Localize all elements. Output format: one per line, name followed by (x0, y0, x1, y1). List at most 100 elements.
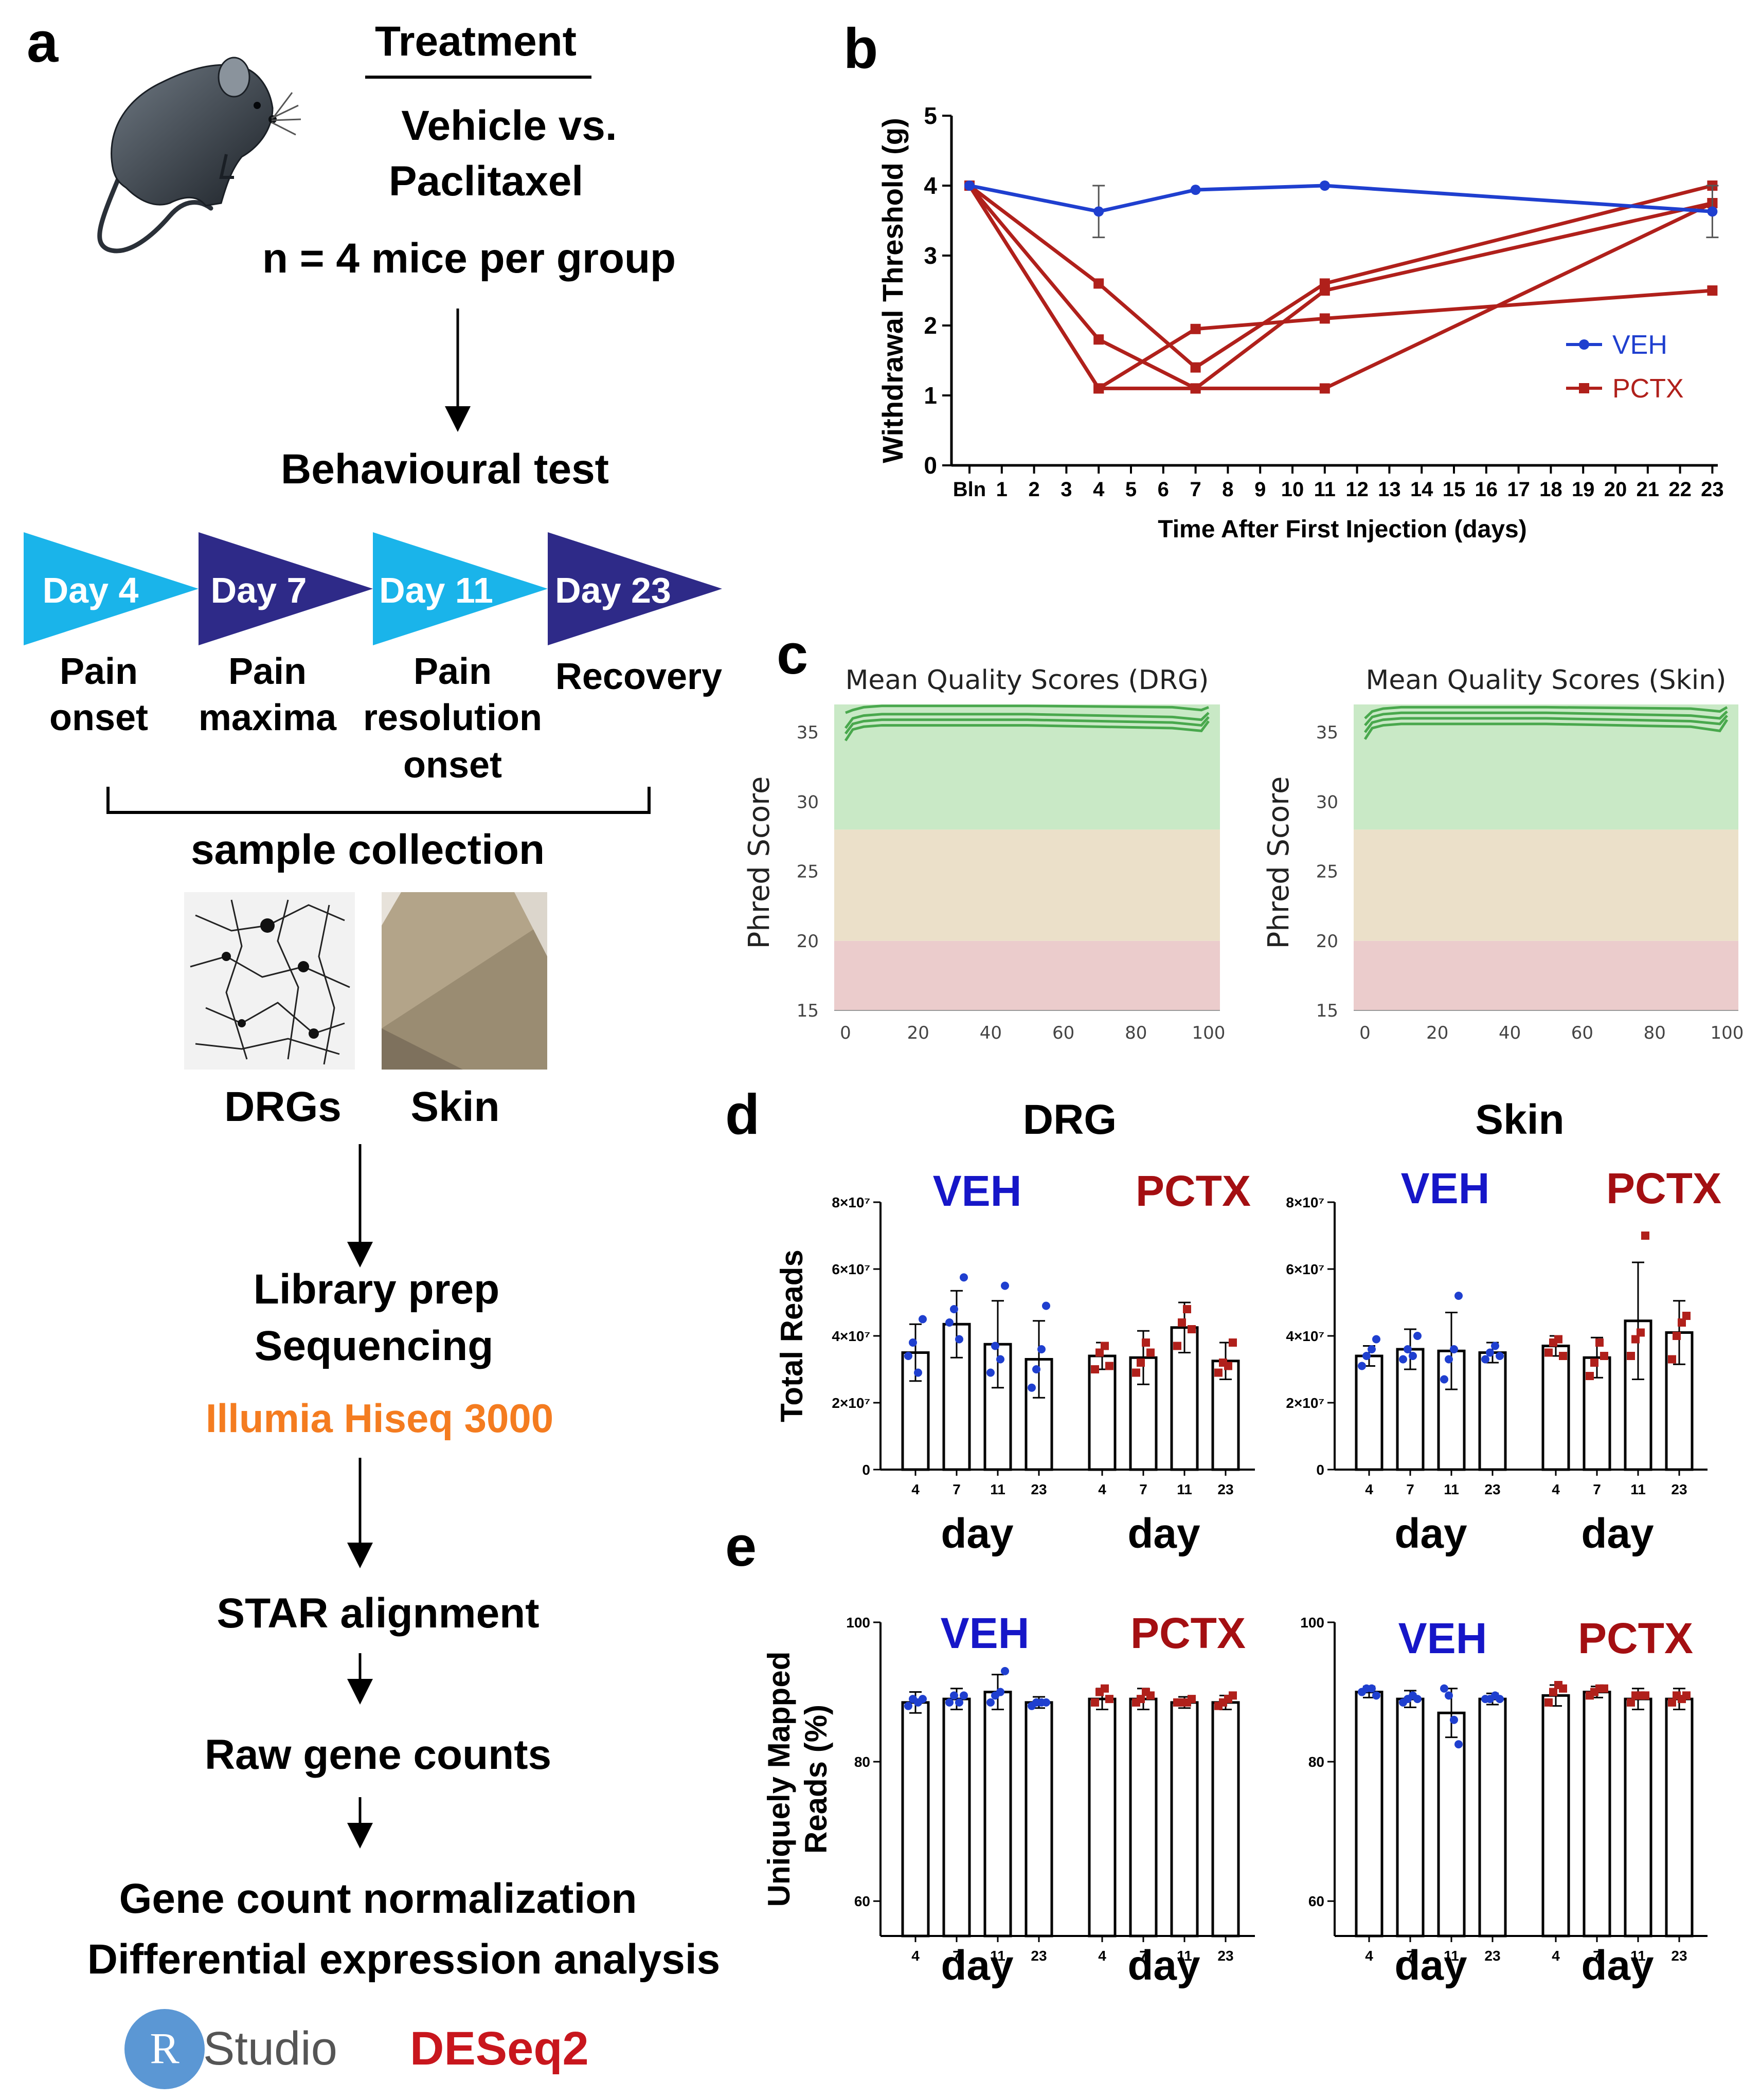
data-point-pctx (1095, 1348, 1104, 1357)
bar-chart-title: DRG (1023, 1096, 1117, 1143)
rstudio-r: R (150, 2023, 179, 2073)
qc-y-tick-label: 35 (1316, 722, 1338, 743)
bar-x-tick-label: 11 (990, 1948, 1005, 1964)
b-x-tick-label: 11 (1314, 478, 1336, 501)
phase-day4-line1: Pain (60, 651, 138, 692)
data-point-pctx (1641, 1691, 1649, 1700)
data-point-pctx (1101, 1684, 1109, 1693)
x-axis-title-pctx: day (1581, 1942, 1654, 1989)
data-point-pctx (1105, 1362, 1113, 1370)
data-point-pctx (1178, 1318, 1186, 1327)
data-point-pctx (1668, 1698, 1676, 1707)
bar-y-axis-title: Total Reads (775, 1250, 809, 1422)
data-point-veh (1042, 1698, 1050, 1707)
qc-zone-drg (834, 940, 1220, 1010)
data-point-pctx (1595, 1338, 1604, 1347)
qc-y-tick-label: 20 (1316, 931, 1338, 952)
qc-y-axis-title-drg: Phred Score (743, 776, 776, 949)
data-point-veh (1496, 1352, 1504, 1360)
bar-x-tick-label: 4 (911, 1481, 920, 1497)
bar-pctx-day-4 (1088, 1697, 1117, 1938)
data-point-veh (1413, 1332, 1422, 1340)
panel-label-a: a (27, 11, 59, 74)
legend-veh-label: VEH (1612, 330, 1667, 360)
data-point-pctx (1188, 1325, 1196, 1333)
bar-pctx-day-7 (1583, 1691, 1611, 1938)
library-prep-label: Library prep (254, 1266, 499, 1313)
bar-y-tick-label: 0 (1316, 1462, 1324, 1478)
b-x-tick-label: 4 (1093, 478, 1105, 501)
bar-y-tick-label: 100 (846, 1615, 870, 1631)
data-point-veh (904, 1701, 912, 1710)
bar-veh-day-4 (1355, 1354, 1383, 1471)
data-point-pctx (1673, 1332, 1681, 1340)
bar-x-tick-label: 11 (1630, 1481, 1646, 1497)
bar-x-tick-label: 23 (1671, 1481, 1687, 1497)
day-11-label: Day 11 (379, 570, 493, 610)
data-point-veh (945, 1318, 954, 1327)
bar-chart-title: Skin (1475, 1096, 1564, 1143)
data-point-veh (1032, 1365, 1040, 1373)
panel-label-b: b (843, 17, 878, 80)
data-point-pctx (1586, 1372, 1594, 1380)
group-label-pctx: PCTX (1606, 1164, 1721, 1212)
bar-y-tick-label: 6×10⁷ (1286, 1261, 1324, 1277)
bar-x-tick-label: 11 (1177, 1948, 1192, 1964)
bar-y-tick-label: 6×10⁷ (832, 1261, 870, 1277)
b-x-tick-label: 13 (1378, 478, 1401, 501)
total-reads-skin-chart: 0 2×10⁷ 4×10⁷ 6×10⁷ 8×10⁷ VEH 4 7 11 23 day PCTX 4 7 1… (1286, 1096, 1721, 1557)
bar-veh-day-7 (1396, 1697, 1425, 1938)
skin-caption: Skin (410, 1083, 499, 1130)
data-point-pctx (1188, 1695, 1196, 1704)
data-point-pctx (1668, 1355, 1676, 1364)
x-axis-title-veh: day (941, 1510, 1014, 1557)
panel-label-e: e (725, 1515, 757, 1578)
data-point-veh (1486, 1348, 1494, 1357)
b-x-tick-label: 8 (1222, 478, 1233, 501)
bar-x-tick-label: 7 (1139, 1481, 1147, 1497)
qc-x-tick-label: 100 (1711, 1023, 1744, 1043)
data-point-veh (1454, 1292, 1463, 1300)
qc-y-tick-label: 15 (797, 1001, 819, 1021)
bar-x-tick-label: 7 (1406, 1481, 1414, 1497)
b-x-tick-label: 7 (1190, 478, 1201, 501)
x-axis-title-veh: day (1394, 1942, 1467, 1989)
bar-y-tick-label: 100 (1300, 1615, 1324, 1631)
group-label-pctx: PCTX (1136, 1167, 1251, 1215)
data-point-pctx (1600, 1352, 1608, 1360)
data-point-pctx (1214, 1368, 1223, 1377)
bar-x-tick-label: 4 (1365, 1481, 1373, 1497)
data-point-veh (955, 1335, 963, 1344)
bar-y-tick-label: 8×10⁷ (1286, 1194, 1324, 1210)
data-point-pctx (1229, 1691, 1237, 1700)
b-x-tick-label: 10 (1281, 478, 1304, 501)
qc-zone-skin (1354, 829, 1738, 941)
data-point-veh (945, 1698, 954, 1707)
mouse-illustration (97, 57, 301, 254)
rstudio-logo-icon (124, 2009, 205, 2089)
day-4-chevron (24, 532, 199, 645)
data-point-veh (1413, 1695, 1422, 1704)
data-point-pctx (1146, 1691, 1155, 1700)
data-point-pctx (1559, 1684, 1567, 1693)
qc-x-tick-label: 60 (1571, 1023, 1593, 1043)
day-7-chevron (199, 532, 373, 645)
data-point-veh (986, 1698, 995, 1707)
platform-label: Illumia Hiseq 3000 (206, 1396, 553, 1441)
data-point-pctx (1590, 1359, 1598, 1367)
qc-x-tick-label: 40 (1499, 1023, 1521, 1043)
data-point-veh (1037, 1345, 1046, 1353)
group-label-veh: VEH (941, 1609, 1030, 1657)
bar-x-tick-label: 4 (1552, 1948, 1560, 1964)
qc-y-axis-title-skin: Phred Score (1262, 776, 1296, 949)
veh-point (1093, 206, 1104, 217)
bar-y-axis-title: Uniquely Mapped (762, 1652, 796, 1907)
data-point-pctx (1554, 1335, 1562, 1344)
panel-e: e 60 80 100 VEH 4 7 11 23 day PCTX 4 7 11 23 day Unique… (725, 1515, 1708, 1989)
phase-day11-line1: Pain (414, 651, 492, 692)
data-point-veh (986, 1368, 995, 1377)
bar-y-tick-label: 4×10⁷ (832, 1328, 870, 1344)
pctx-point (1093, 383, 1104, 394)
